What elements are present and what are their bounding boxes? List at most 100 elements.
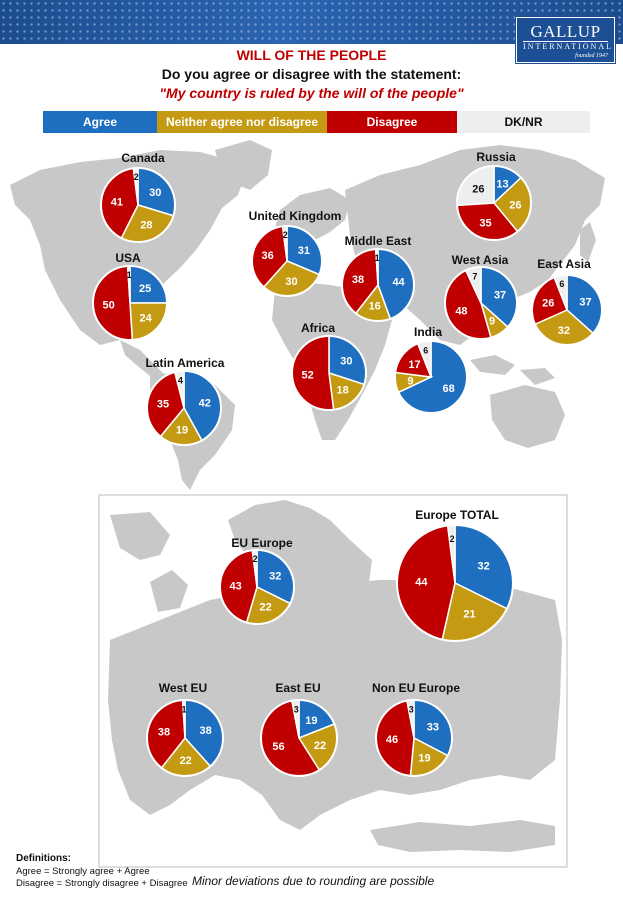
europe-inset-frame	[98, 494, 568, 868]
data-label-disagree: 26	[542, 297, 554, 309]
data-label-dk: 2	[450, 534, 455, 544]
chart-statement: "My country is ruled by the will of the …	[159, 85, 464, 101]
legend-neither: Neither agree nor disagree	[157, 111, 327, 133]
data-label-neither: 9	[489, 316, 495, 328]
pie-outline	[251, 225, 323, 297]
region-label: USA	[115, 251, 141, 265]
data-label-agree: 33	[427, 722, 439, 734]
data-label-agree: 44	[392, 276, 405, 288]
data-label-agree: 32	[269, 571, 281, 583]
data-label-neither: 22	[259, 602, 271, 614]
data-label-disagree: 48	[455, 305, 467, 317]
data-label-neither: 28	[140, 220, 152, 232]
legend: Agree Neither agree nor disagree Disagre…	[43, 111, 590, 133]
logo-line3: founded 1947	[575, 53, 608, 59]
region-label: Non EU Europe	[372, 681, 460, 695]
region-label: Europe TOTAL	[415, 508, 499, 522]
data-label-dk: 7	[472, 272, 477, 282]
data-label-disagree: 35	[479, 218, 491, 230]
data-label-neither: 21	[463, 608, 475, 620]
data-label-agree: 25	[139, 283, 151, 295]
pie-east-asia: 37 32 26 6 East Asia	[531, 257, 603, 346]
region-label: Africa	[301, 321, 335, 335]
pie-east-eu: 19 22 56 3 East EU	[260, 681, 338, 777]
pie-outline	[92, 265, 168, 341]
data-label-disagree: 38	[352, 274, 364, 286]
region-label: East EU	[275, 681, 320, 695]
data-label-neither: 22	[314, 740, 326, 752]
legend-dknr: DK/NR	[457, 111, 590, 133]
pie-outline	[146, 699, 224, 777]
data-label-neither: 19	[418, 752, 430, 764]
legend-disagree: Disagree	[327, 111, 457, 133]
data-label-agree: 42	[199, 398, 211, 410]
chart-question: Do you agree or disagree with the statem…	[161, 66, 462, 82]
data-label-dk: 1	[127, 270, 132, 280]
data-label-agree: 37	[579, 297, 591, 309]
region-label: Russia	[476, 150, 516, 164]
data-label-disagree: 41	[111, 196, 123, 208]
data-label-dk: 6	[423, 345, 428, 355]
pie-outline	[341, 248, 415, 322]
data-label-agree: 13	[496, 178, 508, 190]
region-label: East Asia	[537, 257, 591, 271]
rounding-note: Minor deviations due to rounding are pos…	[192, 874, 435, 888]
data-label-disagree: 35	[157, 398, 169, 410]
data-label-dk: 2	[253, 554, 258, 564]
data-label-disagree: 36	[261, 250, 273, 262]
logo-line1: GALLUP	[530, 22, 601, 41]
pie-outline	[531, 274, 603, 346]
pie-outline	[100, 167, 176, 243]
region-label: West EU	[159, 681, 207, 695]
data-label-neither: 24	[140, 313, 153, 325]
region-label: Canada	[121, 151, 165, 165]
pie-outline	[219, 549, 295, 625]
legend-agree: Agree	[43, 111, 157, 133]
pie-outline	[291, 335, 367, 411]
data-label-neither: 32	[558, 325, 570, 337]
data-label-dk: 26	[472, 183, 484, 195]
pie-india: 68 9 176 India	[394, 325, 468, 414]
definitions: Definitions: Agree = Strongly agree + Ag…	[16, 853, 188, 891]
data-label-disagree: 50	[102, 299, 114, 311]
logo-line2: INTERNATIONAL	[523, 41, 613, 51]
data-label-disagree: 56	[272, 741, 284, 753]
region-label: West Asia	[452, 253, 509, 267]
region-label: Latin America	[146, 356, 225, 370]
data-label-neither: 26	[509, 199, 521, 211]
pie-middle-east: 44 16 38 1 Middle East	[341, 234, 415, 322]
definition-disagree: Disagree = Strongly disagree + Disagree	[16, 878, 188, 889]
pie-africa: 30 18 52 Africa	[291, 321, 367, 411]
pie-west-eu: 38 22 38 1 West EU	[146, 681, 224, 777]
data-label-dk: 1	[375, 253, 380, 263]
pie-west-asia: 37 9 48 7 West Asia	[444, 253, 518, 340]
chart-title: WILL OF THE PEOPLE	[236, 47, 387, 63]
data-label-neither: 19	[176, 424, 188, 436]
data-label-neither: 22	[180, 755, 192, 767]
data-label-dk: 3	[409, 704, 414, 714]
data-label-agree: 19	[305, 715, 317, 727]
data-label-agree: 31	[298, 245, 310, 257]
data-label-neither: 30	[285, 276, 297, 288]
definition-agree: Agree = Strongly agree + Agree	[16, 865, 150, 877]
pie-outline	[456, 165, 532, 241]
region-label: EU Europe	[231, 536, 293, 550]
pie-outline	[260, 699, 338, 777]
data-label-agree: 37	[494, 289, 506, 301]
data-label-dk: 1	[182, 704, 187, 714]
pie-outline	[394, 340, 468, 414]
data-label-neither: 16	[369, 301, 381, 313]
data-label-agree: 30	[149, 187, 161, 199]
data-label-disagree: 38	[158, 726, 170, 738]
region-label: India	[414, 325, 442, 339]
data-label-dk: 2	[283, 230, 288, 240]
data-label-agree: 38	[199, 725, 211, 737]
pie-canada: 30 28 41 2 Canada	[100, 151, 176, 243]
pie-outline	[396, 524, 514, 642]
pie-eu-europe: 32 22 43 2 EU Europe	[219, 536, 295, 625]
data-label-agree: 68	[443, 383, 455, 395]
data-label-disagree: 52	[301, 369, 313, 381]
data-label-agree: 30	[340, 355, 352, 367]
